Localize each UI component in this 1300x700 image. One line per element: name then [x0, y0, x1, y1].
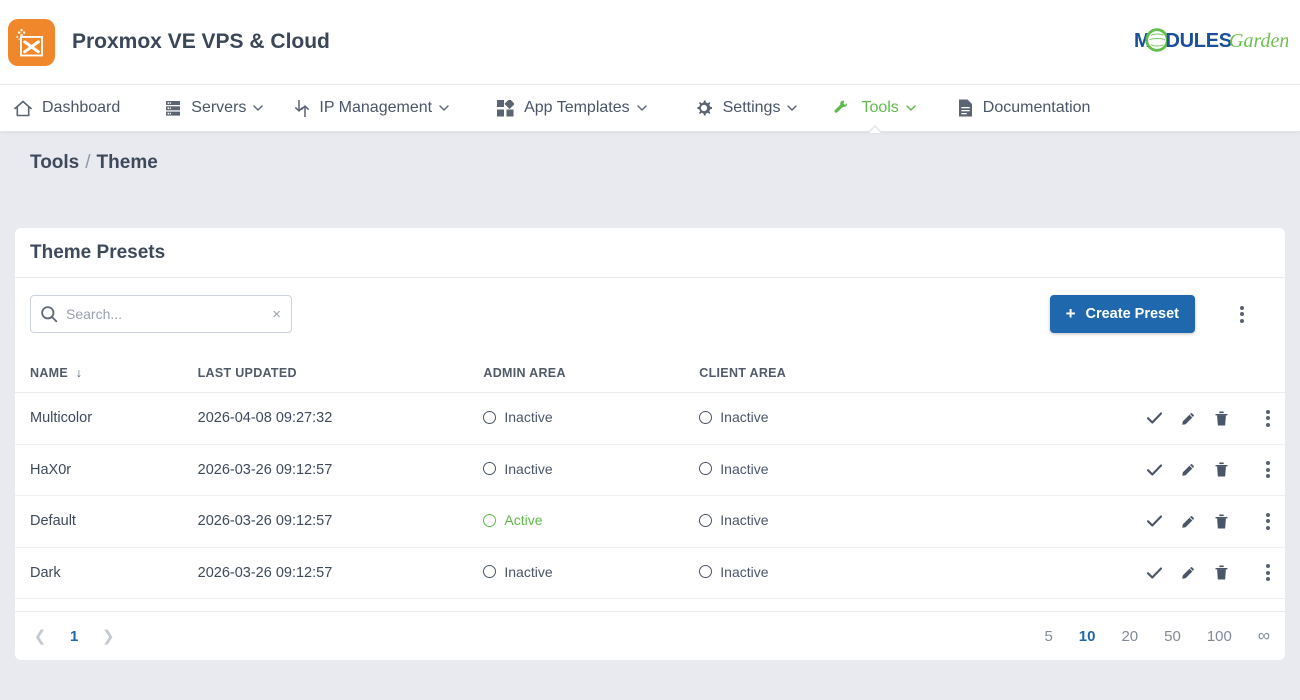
svg-text:Garden: Garden [1229, 30, 1288, 52]
svg-text:DULES: DULES [1166, 30, 1232, 52]
